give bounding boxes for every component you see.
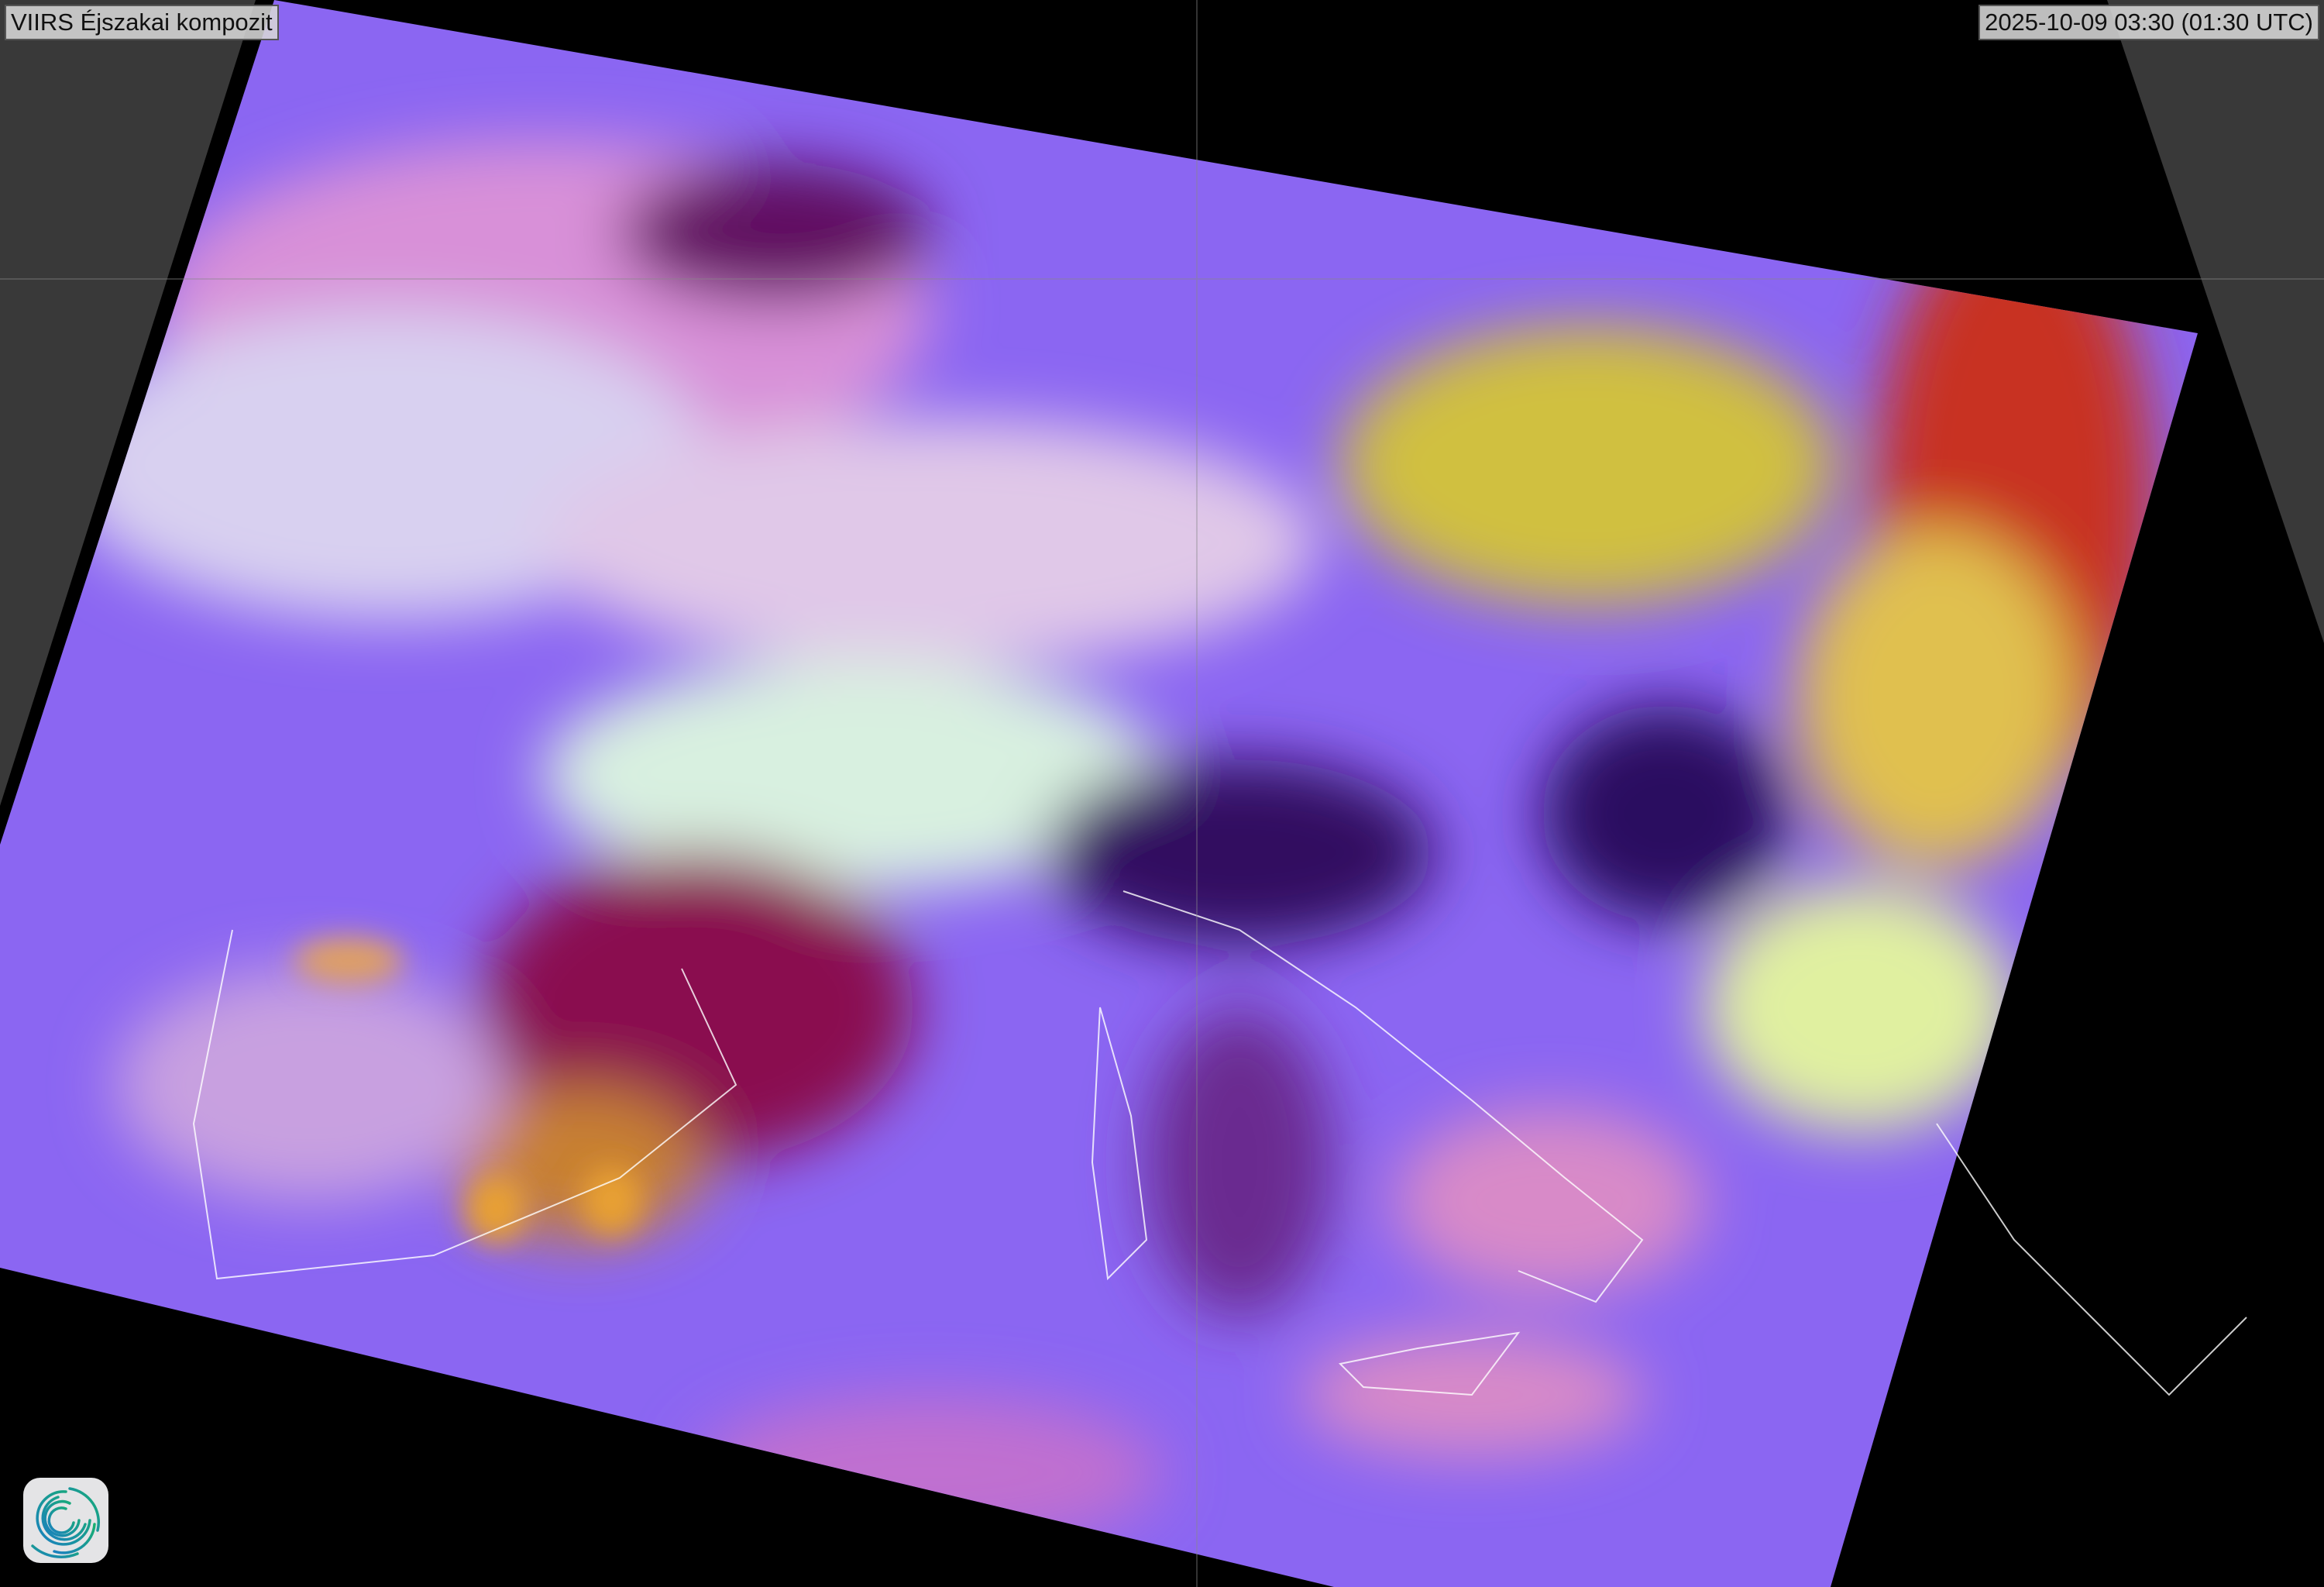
timestamp-label: 2025-10-09 03:30 (01:30 UTC) [1978,5,2319,40]
product-title: VIIRS Éjszakai kompozit [5,5,279,40]
swirl-logo-icon [23,1478,108,1563]
coastlines [192,890,2247,1396]
